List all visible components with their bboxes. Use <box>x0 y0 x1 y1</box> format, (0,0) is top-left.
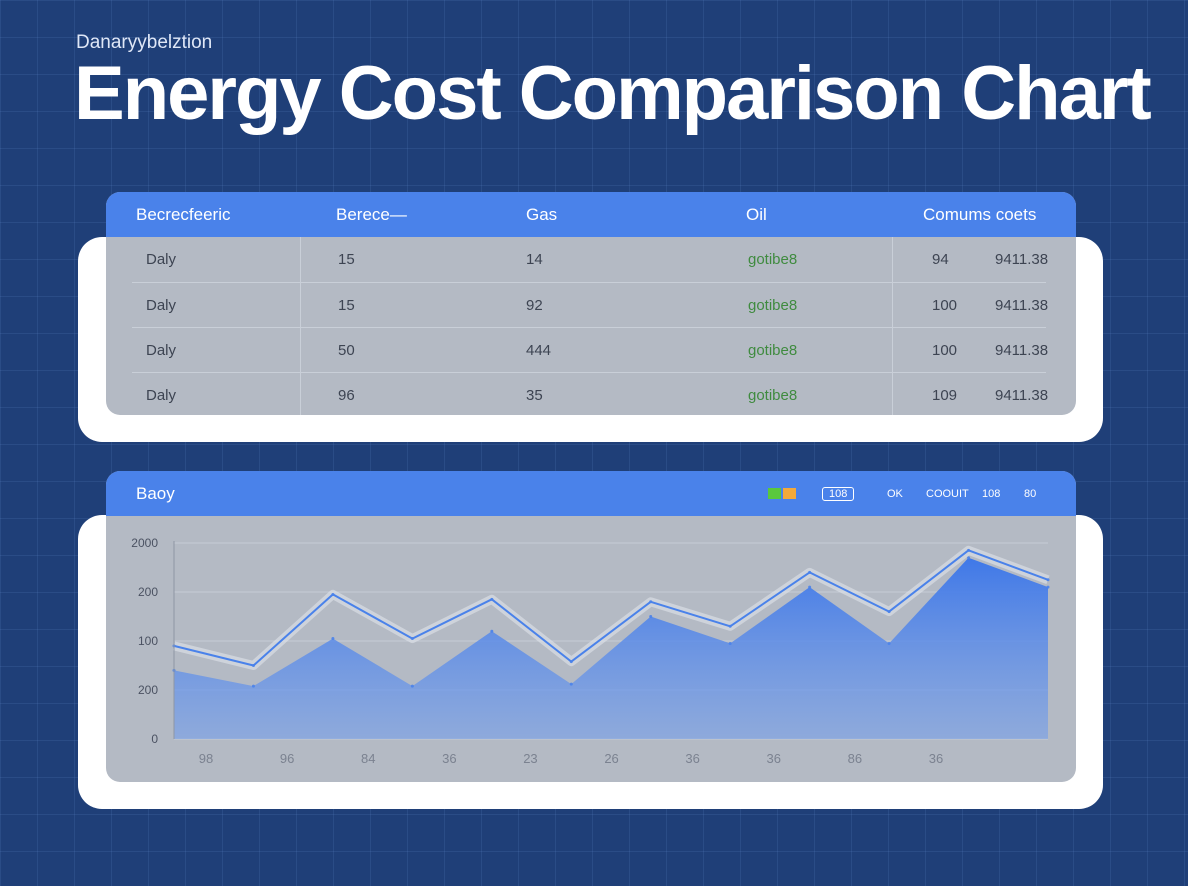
data-point <box>887 641 891 645</box>
table-row: Daly 15 92 gotibe8 100 9411.38 <box>132 282 1049 328</box>
data-point <box>808 570 812 574</box>
table-cell: 444 <box>526 342 552 359</box>
data-point <box>490 629 494 633</box>
data-point <box>967 556 971 560</box>
series-line <box>173 549 1049 667</box>
x-tick-label: 96 <box>280 751 294 766</box>
data-point <box>1046 578 1050 582</box>
data-point <box>410 637 414 641</box>
table-cell: 9411.38 <box>995 342 1049 359</box>
legend-item[interactable]: OK <box>887 488 903 500</box>
table-cell: 15 <box>338 251 355 268</box>
data-point <box>569 660 573 664</box>
chart-header: Baoy 108 OK COOUIT 108 80 <box>106 471 1076 516</box>
table-cell: 15 <box>338 297 355 314</box>
table-cell: gotibe8 <box>748 342 798 359</box>
data-point <box>728 624 732 628</box>
data-point <box>808 585 812 589</box>
legend-item[interactable]: 80 <box>1024 488 1037 500</box>
column-divider <box>300 237 301 415</box>
table-cell: 92 <box>526 297 543 314</box>
x-tick-label: 98 <box>199 751 213 766</box>
data-point <box>967 548 971 552</box>
cost-table: Becrecfeeric Berece— Gas Oil Comums coet… <box>106 192 1076 415</box>
table-cell: 100 <box>932 297 958 314</box>
legend-item[interactable]: 108 <box>982 488 1001 500</box>
series-area <box>174 557 1048 739</box>
area-chart: 0 200 100 200 2000 98 96 84 36 23 26 36 36 86 36 <box>131 536 1050 766</box>
data-point <box>887 610 891 614</box>
table-cell: gotibe8 <box>748 297 798 314</box>
x-tick-label: 23 <box>523 751 537 766</box>
x-tick-label: 36 <box>767 751 781 766</box>
table-cell: 109 <box>932 387 958 404</box>
legend-item[interactable]: COOUIT <box>926 488 969 500</box>
data-point <box>728 641 732 645</box>
chart-panel-title: Baoy <box>136 484 175 503</box>
table-cell: 35 <box>526 387 543 404</box>
data-point <box>331 637 335 641</box>
table-row: Daly 96 35 gotibe8 109 9411.38 <box>132 372 1049 415</box>
table-cell: gotibe8 <box>748 251 798 268</box>
data-point <box>649 600 653 604</box>
eyebrow-label: Danaryybelztion <box>76 32 213 53</box>
x-tick-label: 36 <box>685 751 699 766</box>
x-tick-label: 84 <box>361 751 375 766</box>
table-cell: Daly <box>146 387 177 404</box>
y-tick-label: 0 <box>151 732 158 746</box>
page-title: Energy Cost Comparison Chart <box>74 51 1152 136</box>
chart-panel: Baoy 108 OK COOUIT 108 80 0 200 100 200 2000… <box>106 471 1076 782</box>
table-cell: 50 <box>338 342 355 359</box>
data-point <box>1046 585 1050 589</box>
table-cell: 94 <box>932 251 949 268</box>
data-point <box>331 592 335 596</box>
column-header: Gas <box>526 205 558 224</box>
y-tick-label: 2000 <box>131 536 158 550</box>
data-point <box>649 615 653 618</box>
legend-swatch-green <box>768 488 781 499</box>
y-tick-label: 200 <box>138 683 158 697</box>
table-cell: gotibe8 <box>748 387 798 404</box>
column-header: Oil <box>746 205 767 224</box>
table-cell: 14 <box>526 251 543 268</box>
table-cell: Daly <box>146 251 177 268</box>
table-cell: 9411.38 <box>995 387 1049 404</box>
y-tick-label: 100 <box>138 634 158 648</box>
column-header: Becrecfeeric <box>136 205 231 224</box>
table-cell: Daly <box>146 297 177 314</box>
column-header: Berece— <box>336 205 407 224</box>
x-tick-label: 26 <box>604 751 618 766</box>
table-cell: 9411.38 <box>995 251 1049 268</box>
x-tick-label: 36 <box>929 751 943 766</box>
column-divider <box>892 237 893 415</box>
x-tick-label: 36 <box>442 751 456 766</box>
data-point <box>490 597 494 601</box>
table-cell: 100 <box>932 342 958 359</box>
data-point <box>251 684 255 688</box>
table-cell: 96 <box>338 387 355 404</box>
data-point <box>569 682 573 686</box>
table-row: Daly 50 444 gotibe8 100 9411.38 <box>132 327 1049 373</box>
table-cell: Daly <box>146 342 177 359</box>
x-tick-label: 86 <box>848 751 862 766</box>
data-point <box>410 684 414 688</box>
table-row: Daly 15 14 gotibe8 94 9411.38 <box>132 237 1049 282</box>
table-header: Becrecfeeric Berece— Gas Oil Comums coet… <box>106 192 1076 237</box>
legend-box-item[interactable]: 108 <box>822 487 855 501</box>
y-tick-label: 200 <box>138 585 158 599</box>
legend-swatch-orange <box>783 488 796 499</box>
column-header: Comums coets <box>923 205 1037 224</box>
table-cell: 9411.38 <box>995 297 1049 314</box>
data-point <box>251 664 255 667</box>
